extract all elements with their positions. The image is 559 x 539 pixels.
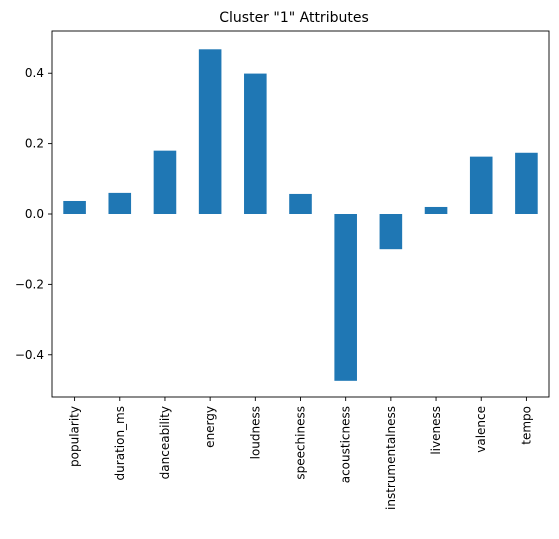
bar-instrumentalness <box>379 214 403 250</box>
x-tick-label-acousticness: acousticness <box>339 406 353 483</box>
y-tick-label: 0.2 <box>25 137 44 151</box>
bar-speechiness <box>289 193 312 214</box>
bar-popularity <box>63 200 86 214</box>
x-tick-label-loudness: loudness <box>248 406 262 459</box>
bar-danceability <box>153 150 177 214</box>
x-tick-label-popularity: popularity <box>68 406 82 467</box>
x-tick-label-speechiness: speechiness <box>294 406 308 480</box>
bar-liveness <box>424 206 448 214</box>
x-tick-label-danceability: danceability <box>158 406 172 479</box>
x-tick-label-instrumentalness: instrumentalness <box>384 406 398 510</box>
chart-title: Cluster "1" Attributes <box>219 10 369 26</box>
y-tick-label: 0.0 <box>25 207 44 221</box>
x-tick-label-tempo: tempo <box>519 406 533 445</box>
bar-duration-ms <box>108 192 132 214</box>
x-axis-ticks: popularity duration_ms danceability energy l… <box>68 397 533 510</box>
y-tick-label: −0.2 <box>15 277 44 291</box>
bar-tempo <box>515 152 538 214</box>
y-tick-label: −0.4 <box>15 348 44 362</box>
bar-energy <box>198 49 222 214</box>
plot-frame <box>51 30 550 398</box>
bar-valence <box>469 156 493 214</box>
bars-group <box>63 49 538 381</box>
bar-acousticness <box>334 214 357 381</box>
bar-loudness <box>244 73 267 214</box>
x-tick-label-duration-ms: duration_ms <box>113 406 127 480</box>
x-tick-label-valence: valence <box>474 406 488 453</box>
y-axis-ticks: −0.4 −0.2 0.0 0.2 0.4 <box>15 66 52 362</box>
y-tick-label: 0.4 <box>25 66 44 80</box>
x-tick-label-energy: energy <box>203 406 217 448</box>
x-tick-label-liveness: liveness <box>429 406 443 455</box>
